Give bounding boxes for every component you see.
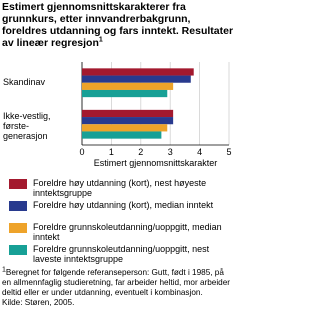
x-tick-label: 2 [138,147,143,157]
bar [82,124,168,132]
legend-label: Foreldre grunnskoleutdanning/uoppgitt, m… [33,222,222,242]
legend-label: Foreldre grunnskoleutdanning/uoppgitt, n… [33,244,210,264]
footnote-text-block: 1Beregnet for følgende referanseperson: … [2,266,234,298]
bar [82,117,174,125]
footnote-text: Beregnet for følgende referanseperson: G… [2,268,231,297]
source: Kilde: Støren, 2005. [2,298,75,307]
x-tick-label: 0 [79,147,84,157]
legend-label: Foreldre høy utdanning (kort), nest høye… [33,178,207,198]
chart-page: Estimert gjennomsnittskarakterer fra gru… [2,1,234,308]
plot: 0 1 2 3 4 5 Estimert gjennomsnittskarakter [79,62,232,168]
legend: Foreldre høy utdanning (kort), nest høye… [3,178,233,266]
bar [82,109,174,118]
bar [82,68,194,76]
x-tick-label: 3 [168,147,173,157]
x-axis-label: Estimert gjennomsnittskarakter [94,158,218,168]
legend-item: Foreldre grunnskoleutdanning/uoppgitt, m… [3,222,233,242]
chart-title-block: Estimert gjennomsnittskarakterer fra gru… [2,1,234,49]
legend-item: Foreldre høy utdanning (kort), nest høye… [3,178,233,198]
bar [82,131,162,139]
chart-title: Estimert gjennomsnittskarakterer fra gru… [2,1,234,49]
legend-swatch [9,223,27,233]
category-label: Ikke-vestlig, første-generasjon [3,110,51,141]
x-tick-label: 4 [197,147,202,157]
title-note: 1 [98,36,103,44]
footnote: 1Beregnet for følgende referanseperson: … [2,266,234,308]
legend-swatch [9,245,27,255]
category-label: Skandinav [3,77,46,88]
legend-swatch [9,179,27,189]
bar [82,82,174,90]
legend-item: Foreldre høy utdanning (kort), median in… [3,200,233,220]
legend-item: Foreldre grunnskoleutdanning/uoppgitt, n… [3,244,233,264]
bar [82,75,191,83]
x-tick-label: 5 [226,147,231,157]
bar [82,89,168,98]
legend-label: Foreldre høy utdanning (kort), median in… [33,200,214,210]
footnote-mark: 1 [2,266,6,274]
legend-swatch [9,201,27,211]
x-tick-label: 1 [109,147,114,157]
